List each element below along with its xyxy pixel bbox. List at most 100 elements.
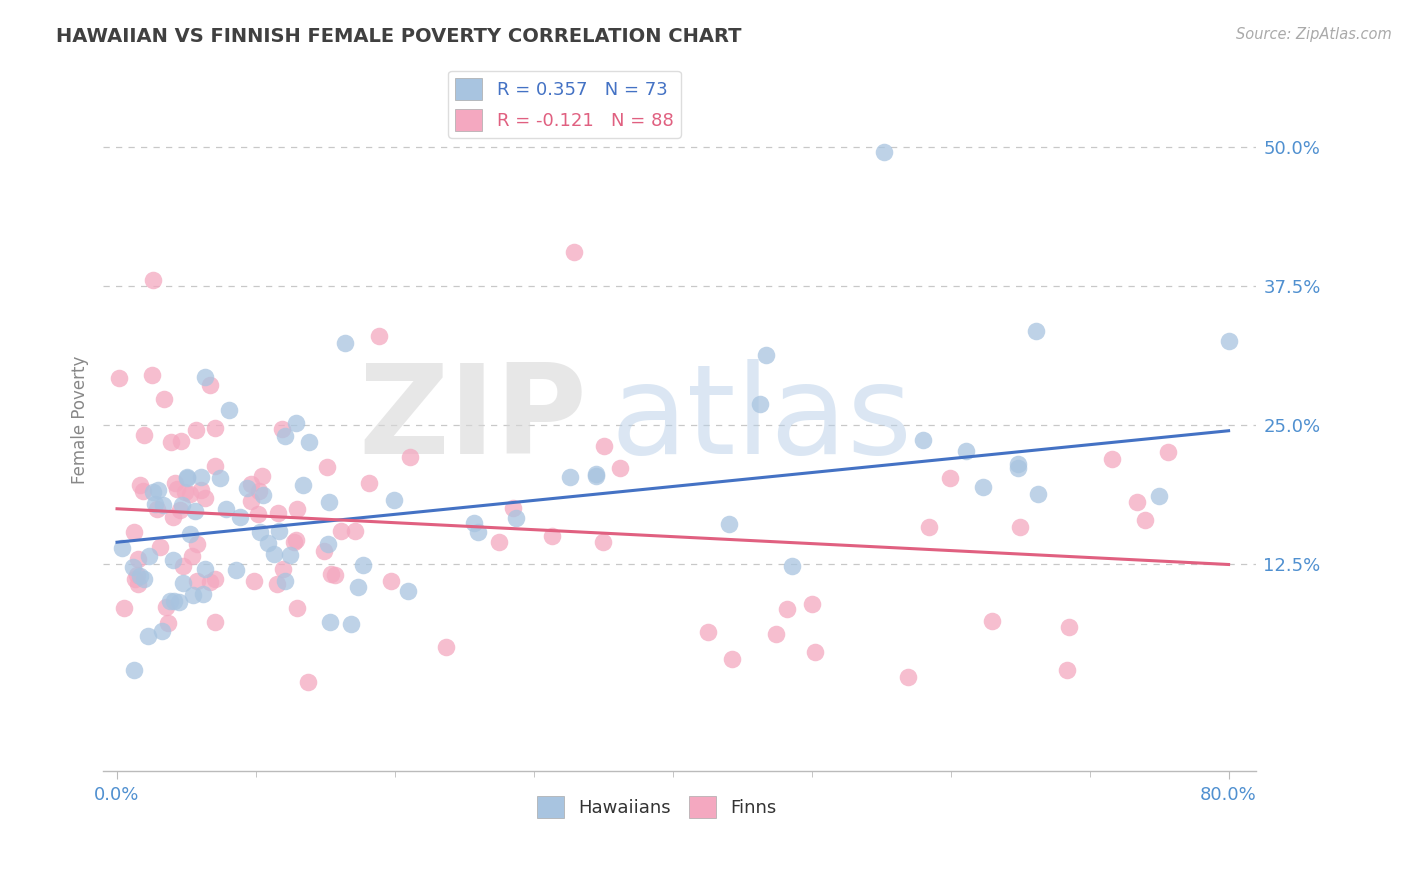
Point [131, 484, 153, 499]
Point [186, 574, 208, 588]
Point [215, 502, 238, 516]
Point [434, 640, 457, 655]
Text: HAWAIIAN VS FINNISH FEMALE POVERTY CORRELATION CHART: HAWAIIAN VS FINNISH FEMALE POVERTY CORRE… [56, 27, 742, 45]
Point [204, 572, 226, 586]
Point [1125, 495, 1147, 509]
Point [108, 371, 131, 385]
Point [239, 477, 262, 491]
Point [162, 510, 184, 524]
Point [347, 580, 370, 594]
Point [200, 378, 222, 392]
Point [298, 435, 321, 450]
Point [181, 549, 204, 563]
Point [368, 329, 391, 343]
Point [319, 566, 342, 581]
Point [162, 553, 184, 567]
Point [380, 574, 402, 588]
Point [463, 516, 485, 530]
Point [111, 541, 134, 555]
Point [263, 547, 285, 561]
Point [225, 563, 247, 577]
Point [316, 460, 339, 475]
Point [697, 625, 720, 640]
Point [775, 602, 797, 616]
Point [146, 501, 169, 516]
Point [190, 483, 212, 498]
Point [266, 577, 288, 591]
Point [183, 588, 205, 602]
Point [972, 480, 994, 494]
Point [124, 572, 146, 586]
Point [1157, 444, 1180, 458]
Point [271, 422, 294, 436]
Point [149, 540, 172, 554]
Point [1010, 520, 1032, 534]
Point [176, 470, 198, 484]
Point [142, 273, 165, 287]
Point [339, 616, 361, 631]
Point [174, 484, 197, 499]
Point [592, 534, 614, 549]
Point [186, 537, 208, 551]
Point [112, 600, 135, 615]
Point [252, 468, 274, 483]
Point [218, 403, 240, 417]
Point [335, 336, 357, 351]
Point [800, 597, 823, 611]
Point [316, 536, 339, 550]
Point [173, 558, 195, 573]
Point [141, 368, 163, 383]
Point [780, 559, 803, 574]
Point [127, 568, 149, 582]
Text: Source: ZipAtlas.com: Source: ZipAtlas.com [1236, 27, 1392, 42]
Point [198, 574, 221, 589]
Point [292, 477, 315, 491]
Point [163, 594, 186, 608]
Point [721, 652, 744, 666]
Point [359, 476, 381, 491]
Point [396, 584, 419, 599]
Point [170, 434, 193, 448]
Point [718, 516, 741, 531]
Point [240, 494, 263, 508]
Point [136, 629, 159, 643]
Point [382, 493, 405, 508]
Point [271, 561, 294, 575]
Point [1007, 460, 1029, 475]
Point [285, 502, 308, 516]
Point [502, 501, 524, 516]
Point [558, 470, 581, 484]
Text: ZIP: ZIP [359, 359, 588, 480]
Point [128, 478, 150, 492]
Point [170, 498, 193, 512]
Point [166, 482, 188, 496]
Point [593, 440, 616, 454]
Point [167, 595, 190, 609]
Text: atlas: atlas [610, 359, 912, 480]
Point [209, 470, 232, 484]
Point [127, 577, 149, 591]
Point [157, 616, 180, 631]
Point [204, 421, 226, 435]
Point [176, 471, 198, 485]
Point [160, 434, 183, 449]
Point [283, 535, 305, 549]
Point [229, 510, 252, 524]
Point [129, 569, 152, 583]
Point [132, 428, 155, 442]
Point [1056, 664, 1078, 678]
Point [285, 601, 308, 615]
Point [153, 392, 176, 406]
Point [257, 536, 280, 550]
Point [319, 615, 342, 629]
Point [314, 544, 336, 558]
Point [190, 469, 212, 483]
Point [1059, 620, 1081, 634]
Point [980, 614, 1002, 628]
Point [150, 624, 173, 638]
Point [755, 348, 778, 362]
Point [127, 552, 149, 566]
Point [274, 574, 297, 588]
Point [318, 495, 340, 509]
Point [748, 397, 770, 411]
